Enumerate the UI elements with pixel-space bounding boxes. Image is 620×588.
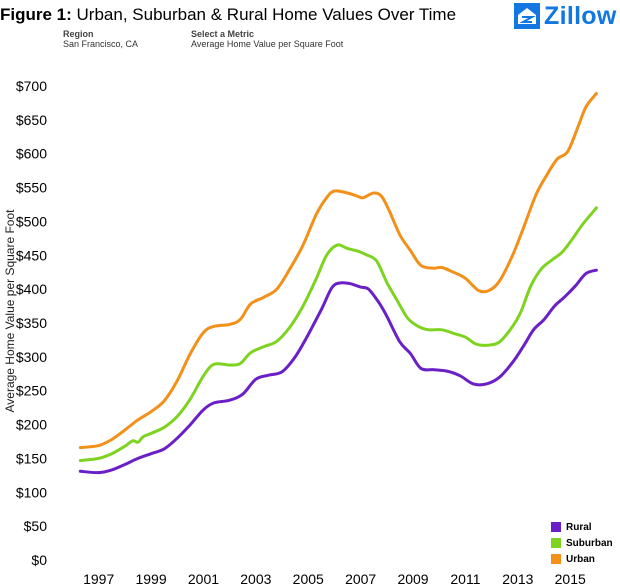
brand-name: Zillow xyxy=(544,1,617,30)
y-tick-label: $200 xyxy=(16,417,47,433)
legend-swatch xyxy=(551,538,561,548)
y-tick-label: $450 xyxy=(16,247,47,263)
x-tick-label: 2005 xyxy=(293,571,324,587)
y-tick-label: $550 xyxy=(16,180,47,196)
legend: Rural Suburban Urban xyxy=(551,519,613,567)
region-selector[interactable]: Region San Francisco, CA xyxy=(63,29,138,49)
region-value: San Francisco, CA xyxy=(63,39,139,49)
y-tick-label: $300 xyxy=(16,349,47,365)
legend-swatch xyxy=(551,522,561,532)
region-label: Region xyxy=(63,29,94,39)
zillow-house-icon xyxy=(514,3,540,29)
x-tick-label: 2009 xyxy=(397,571,428,587)
y-tick-label: $100 xyxy=(16,484,47,500)
legend-swatch xyxy=(551,554,561,564)
figure-label: Figure 1: xyxy=(0,5,72,24)
x-tick-label: 2015 xyxy=(555,571,586,587)
series-line-suburban xyxy=(78,206,598,462)
legend-label: Urban xyxy=(566,553,595,565)
metric-selector[interactable]: Select a Metric Average Home Value per S… xyxy=(191,29,343,49)
chart-title: Figure 1: Urban, Suburban & Rural Home V… xyxy=(0,5,456,25)
x-tick-label: 1997 xyxy=(83,571,114,587)
series-line-urban xyxy=(78,91,598,450)
legend-label: Suburban xyxy=(566,537,613,549)
metric-value: Average Home Value per Square Foot xyxy=(191,39,344,49)
y-tick-label: $250 xyxy=(16,383,47,399)
x-axis: 1997 1999 2001 2003 2005 2007 2009 2011 2013 2015 xyxy=(83,571,586,587)
metric-label: Select a Metric xyxy=(191,29,255,39)
x-tick-label: 2007 xyxy=(345,571,376,587)
x-tick-label: 2013 xyxy=(502,571,533,587)
y-tick-label: $600 xyxy=(16,146,47,162)
x-tick-label: 2003 xyxy=(240,571,271,587)
series-line-rural xyxy=(78,268,598,475)
y-tick-label: $50 xyxy=(24,518,48,534)
y-tick-label: $400 xyxy=(16,281,47,297)
y-tick-label: $150 xyxy=(16,450,47,466)
y-tick-label: $0 xyxy=(31,552,47,568)
x-tick-label: 1999 xyxy=(135,571,166,587)
legend-item-urban: Urban xyxy=(551,551,613,567)
y-axis: $0 $50 $100 $150 $200 $250 $300 $350 $400 $450 $50… xyxy=(16,78,47,568)
legend-item-rural: Rural xyxy=(551,519,613,535)
x-tick-label: 2011 xyxy=(450,571,480,587)
series-lines xyxy=(78,91,598,475)
title-text: Urban, Suburban & Rural Home Values Over… xyxy=(76,5,457,24)
legend-item-suburban: Suburban xyxy=(551,535,613,551)
legend-label: Rural xyxy=(566,521,592,533)
y-tick-label: $500 xyxy=(16,213,47,229)
y-tick-label: $700 xyxy=(16,78,47,94)
x-tick-label: 2001 xyxy=(188,571,219,587)
zillow-logo: Zillow xyxy=(514,2,617,30)
y-tick-label: $650 xyxy=(16,112,47,128)
y-tick-label: $350 xyxy=(16,315,47,331)
